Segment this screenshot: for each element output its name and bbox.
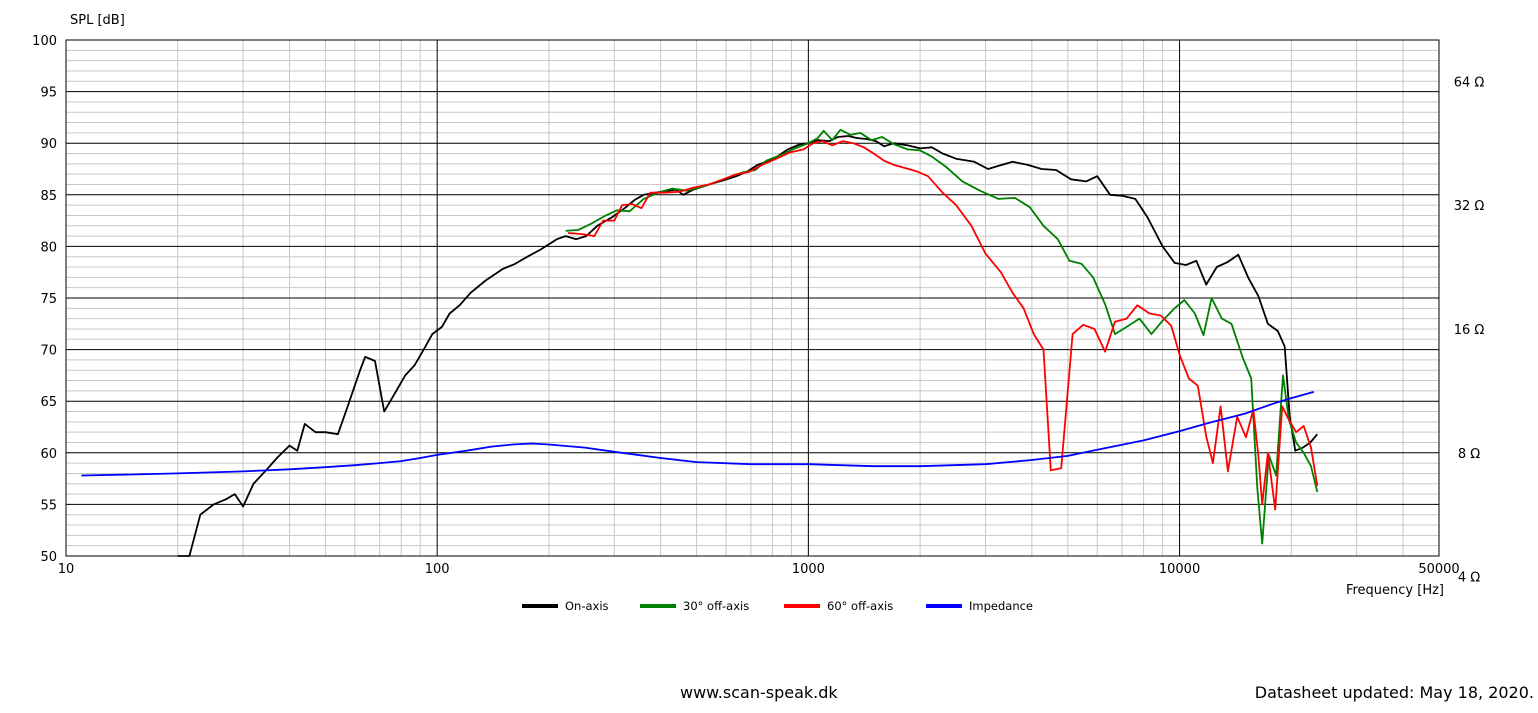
x-tick-labels: 10 100 1000 10000 50000 bbox=[58, 562, 1460, 577]
y-tick-label: 100 bbox=[32, 34, 57, 49]
y-tick-label: 70 bbox=[40, 344, 57, 359]
x-tick-label: 10 bbox=[58, 562, 75, 577]
impedance-tick-label: 64 Ω bbox=[1454, 75, 1485, 90]
impedance-tick-label: 8 Ω bbox=[1458, 447, 1480, 462]
y-tick-label: 90 bbox=[40, 137, 57, 152]
plot-frame bbox=[65, 39, 1440, 557]
y-tick-labels: 50 55 60 65 70 75 80 85 90 95 100 bbox=[32, 34, 57, 565]
plot-series bbox=[81, 128, 1319, 557]
impedance-tick-label: 16 Ω bbox=[1454, 323, 1485, 338]
series-line-impedance bbox=[81, 391, 1315, 477]
x-tick-label: 100 bbox=[425, 562, 450, 577]
x-axis-title: Frequency [Hz] bbox=[1346, 583, 1444, 598]
legend-label: 30° off-axis bbox=[683, 599, 749, 613]
footer-updated-date: Datasheet updated: May 18, 2020. bbox=[1254, 683, 1534, 702]
y-tick-label: 60 bbox=[40, 447, 57, 462]
impedance-tick-label: 32 Ω bbox=[1454, 199, 1485, 214]
impedance-tick-label: 4 Ω bbox=[1458, 571, 1480, 586]
legend-label: 60° off-axis bbox=[827, 599, 893, 613]
y-tick-label: 75 bbox=[40, 292, 57, 307]
major-grid bbox=[66, 40, 1439, 556]
series-line-on-axis bbox=[177, 135, 1318, 557]
y-tick-label: 85 bbox=[40, 189, 57, 204]
y-tick-label: 80 bbox=[40, 240, 57, 255]
frequency-response-chart: 50 55 60 65 70 75 80 85 90 95 100 10 100 1000 10000 50… bbox=[32, 13, 1485, 613]
series-line-60-off-axis bbox=[567, 140, 1319, 511]
footer-website[interactable]: www.scan-speak.dk bbox=[680, 683, 838, 702]
y-axis-title: SPL [dB] bbox=[70, 13, 125, 28]
legend: On-axis 30° off-axis 60° off-axis Impedance bbox=[522, 599, 1033, 613]
y-tick-label: 50 bbox=[40, 550, 57, 565]
y-tick-label: 65 bbox=[40, 395, 57, 410]
x-tick-label: 10000 bbox=[1159, 562, 1200, 577]
y-tick-label: 95 bbox=[40, 86, 57, 101]
x-tick-label: 1000 bbox=[792, 562, 825, 577]
legend-label: Impedance bbox=[969, 599, 1033, 613]
x-tick-label: 50000 bbox=[1418, 562, 1459, 577]
legend-label: On-axis bbox=[565, 599, 609, 613]
y-tick-label: 55 bbox=[40, 498, 57, 513]
impedance-tick-labels: 4 Ω 8 Ω 16 Ω 32 Ω 64 Ω bbox=[1454, 75, 1485, 585]
